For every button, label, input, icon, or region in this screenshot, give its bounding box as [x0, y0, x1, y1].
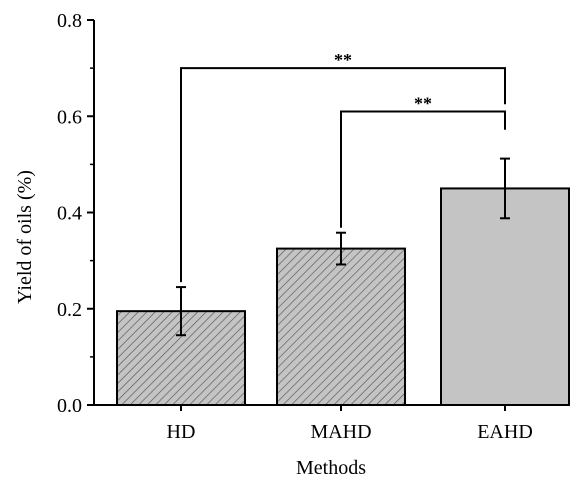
y-tick-label: 0.0 [57, 395, 82, 417]
significance-bracket-1 [180, 67, 506, 283]
significance-layer: ** ** [180, 50, 506, 283]
x-axis-title: Methods [296, 457, 366, 479]
significance-label-2: ** [414, 93, 432, 113]
y-tick-label: 0.8 [57, 10, 82, 32]
bar-mahd [276, 247, 406, 406]
y-tick-label: 0.6 [57, 106, 82, 128]
significance-bracket-2 [340, 110, 506, 228]
significance-label-1: ** [334, 50, 352, 70]
axes-layer: HD MAHD EAHD 0.0 0.2 0.4 0.6 0.8 [57, 10, 568, 443]
x-tick-label-hd: HD [167, 421, 196, 443]
bar-eahd [440, 187, 570, 406]
bars-layer [116, 157, 570, 406]
y-axis-title: Yield of oils (%) [14, 170, 36, 304]
y-tick-label: 0.2 [57, 299, 82, 321]
x-tick-label-eahd: EAHD [477, 421, 533, 443]
x-tick-label-mahd: MAHD [310, 421, 371, 443]
y-tick-label: 0.4 [57, 203, 82, 225]
